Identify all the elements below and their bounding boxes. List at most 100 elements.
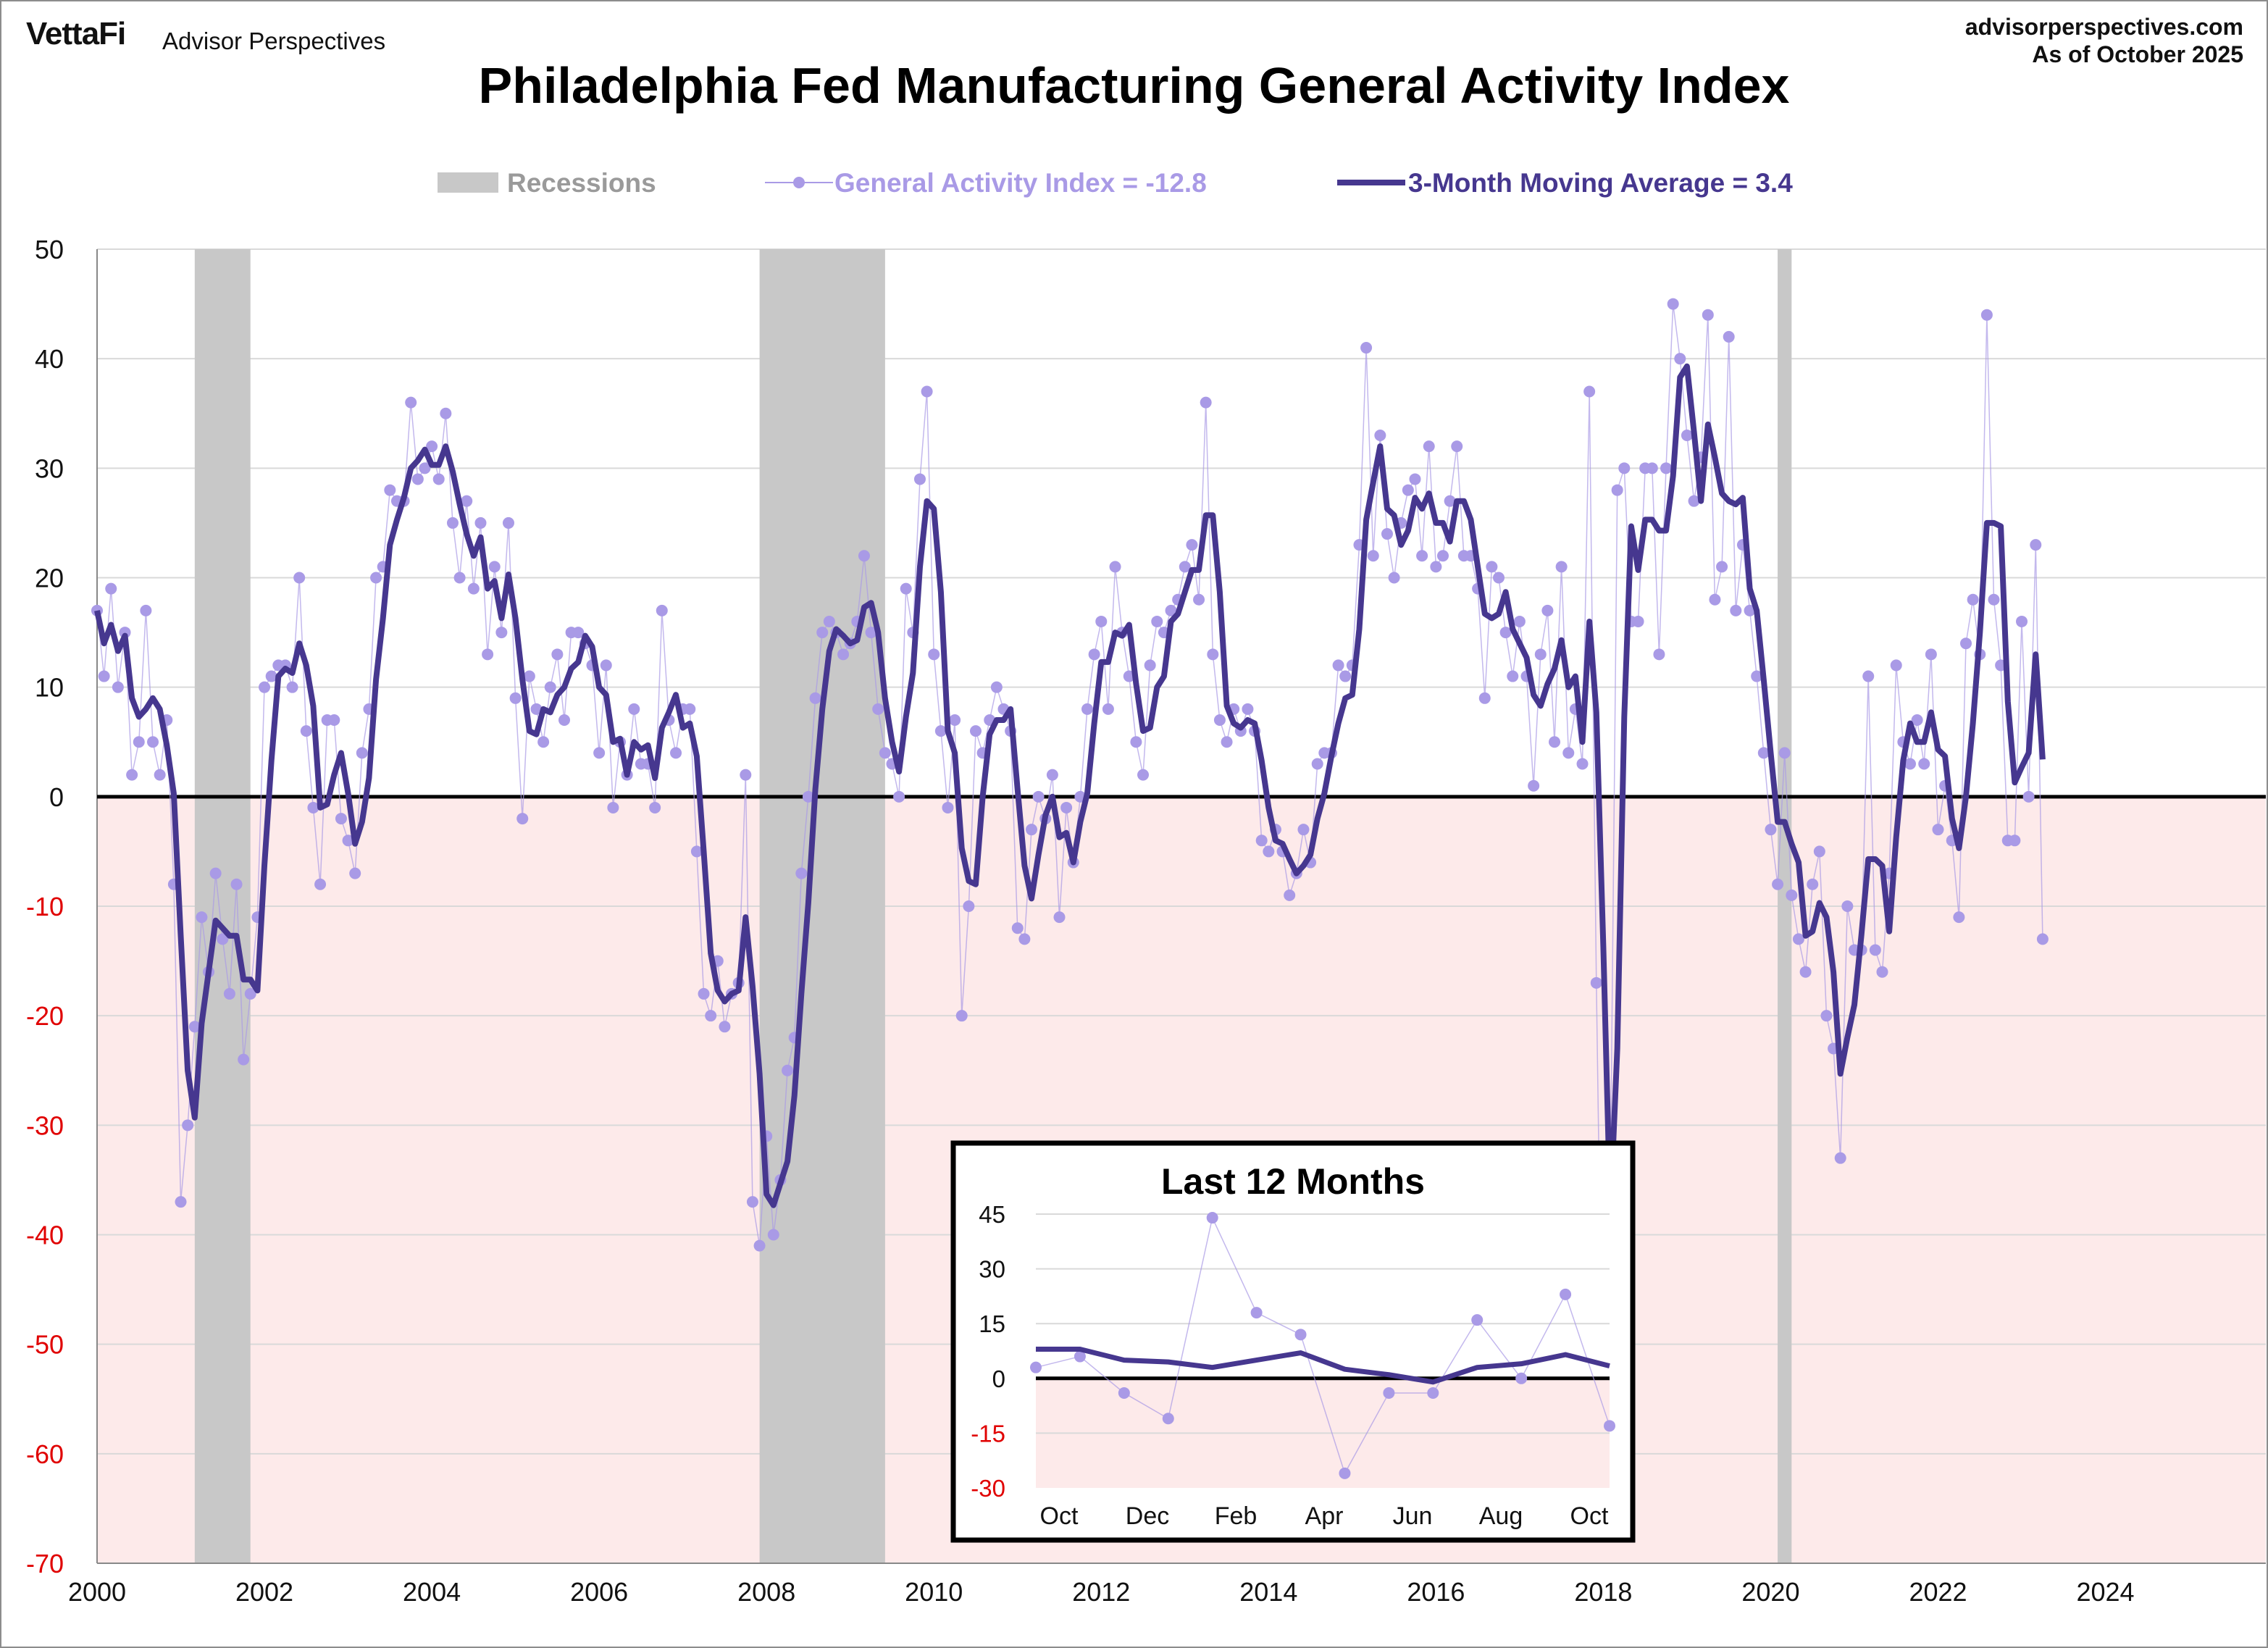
chart-title: Philadelphia Fed Manufacturing General A… bbox=[478, 57, 1790, 114]
y-tick-label: 0 bbox=[49, 782, 64, 812]
index-point bbox=[1841, 900, 1854, 912]
index-point bbox=[544, 681, 556, 693]
index-point bbox=[1618, 462, 1631, 474]
index-point bbox=[495, 627, 508, 639]
index-point bbox=[1799, 966, 1812, 978]
index-point bbox=[753, 1239, 766, 1252]
index-point bbox=[453, 572, 466, 584]
index-point bbox=[1876, 966, 1888, 978]
index-point bbox=[1730, 604, 1742, 616]
index-point bbox=[795, 867, 808, 879]
inset-y-tick-label: -30 bbox=[971, 1475, 1005, 1502]
index-point bbox=[1702, 309, 1714, 321]
y-tick-label: 10 bbox=[35, 673, 64, 703]
index-point bbox=[1772, 878, 1784, 890]
index-point bbox=[1862, 670, 1875, 682]
index-point bbox=[467, 582, 480, 595]
y-tick-label: 30 bbox=[35, 453, 64, 483]
index-point bbox=[1507, 670, 1519, 682]
index-point bbox=[1255, 835, 1268, 847]
index-point bbox=[1409, 473, 1421, 485]
index-point bbox=[300, 725, 312, 737]
x-tick-label: 2004 bbox=[403, 1577, 461, 1607]
index-point bbox=[1339, 670, 1352, 682]
index-point bbox=[411, 473, 424, 485]
index-point bbox=[872, 703, 884, 715]
index-point bbox=[209, 867, 222, 879]
index-point bbox=[1311, 758, 1323, 770]
index-point bbox=[1144, 659, 1156, 672]
x-tick-label: 2016 bbox=[1407, 1577, 1465, 1607]
index-point bbox=[1834, 1152, 1846, 1164]
index-point bbox=[1646, 462, 1658, 474]
index-point bbox=[1486, 561, 1498, 573]
x-tick-label: 2018 bbox=[1574, 1577, 1632, 1607]
index-point bbox=[105, 582, 117, 595]
index-point bbox=[1186, 539, 1198, 551]
index-point bbox=[133, 736, 145, 748]
index-point bbox=[175, 1196, 187, 1208]
index-point bbox=[307, 801, 319, 813]
brand-subtitle: Advisor Perspectives bbox=[162, 28, 386, 54]
index-point bbox=[405, 396, 417, 409]
index-point bbox=[1430, 561, 1442, 573]
index-point bbox=[900, 582, 912, 595]
index-point bbox=[1451, 440, 1463, 453]
index-point bbox=[1088, 648, 1100, 661]
index-point bbox=[1528, 779, 1540, 792]
index-point bbox=[1911, 714, 1923, 727]
legend-recession-label: Recessions bbox=[507, 168, 656, 198]
index-point bbox=[2009, 835, 2021, 847]
index-point bbox=[921, 385, 933, 398]
inset-y-tick-label: 45 bbox=[979, 1201, 1005, 1228]
index-point bbox=[963, 900, 975, 912]
index-point bbox=[419, 462, 431, 474]
index-point bbox=[879, 747, 891, 759]
index-point bbox=[461, 495, 473, 507]
index-point bbox=[265, 670, 277, 682]
x-tick-label: 2022 bbox=[1909, 1577, 1967, 1607]
index-point bbox=[1960, 637, 1972, 650]
index-point bbox=[1549, 736, 1561, 748]
y-tick-label: -10 bbox=[26, 892, 64, 921]
index-point bbox=[767, 1229, 779, 1241]
y-tick-label: -30 bbox=[26, 1110, 64, 1140]
index-point bbox=[1953, 911, 1965, 924]
brand-logo: VettaFi bbox=[26, 16, 126, 51]
index-point bbox=[230, 878, 243, 890]
index-point bbox=[865, 627, 877, 639]
inset-index-point bbox=[1604, 1420, 1615, 1432]
y-tick-label: -50 bbox=[26, 1330, 64, 1360]
index-point bbox=[1046, 769, 1058, 781]
index-point bbox=[782, 1064, 794, 1076]
inset-moving-average-line bbox=[1036, 1346, 1610, 1385]
index-point bbox=[1709, 593, 1721, 606]
index-point bbox=[516, 813, 529, 825]
index-point bbox=[1890, 659, 1902, 672]
index-point bbox=[474, 516, 487, 529]
index-point bbox=[154, 769, 166, 781]
inset-index-point bbox=[1339, 1467, 1351, 1479]
index-point bbox=[1179, 561, 1191, 573]
inset-title: Last 12 Months bbox=[1161, 1161, 1425, 1202]
inset-index-point bbox=[1294, 1329, 1307, 1341]
index-point bbox=[1032, 790, 1045, 803]
index-point bbox=[1200, 396, 1212, 409]
inset-x-tick-label: Aug bbox=[1479, 1502, 1523, 1530]
index-point bbox=[1493, 572, 1505, 584]
index-point bbox=[1374, 429, 1386, 441]
index-point bbox=[837, 648, 850, 661]
index-point bbox=[955, 1010, 968, 1022]
index-point bbox=[1541, 604, 1554, 616]
index-point bbox=[1388, 572, 1400, 584]
index-point bbox=[1102, 703, 1114, 715]
index-point bbox=[1026, 824, 1038, 836]
index-point bbox=[244, 987, 256, 1000]
index-point bbox=[893, 790, 905, 803]
site-url: advisorperspectives.com bbox=[1964, 14, 2243, 40]
index-point bbox=[656, 604, 668, 616]
x-tick-label: 2020 bbox=[1741, 1577, 1799, 1607]
index-point bbox=[1478, 692, 1491, 704]
index-point bbox=[1416, 550, 1428, 562]
index-point bbox=[1018, 933, 1031, 945]
